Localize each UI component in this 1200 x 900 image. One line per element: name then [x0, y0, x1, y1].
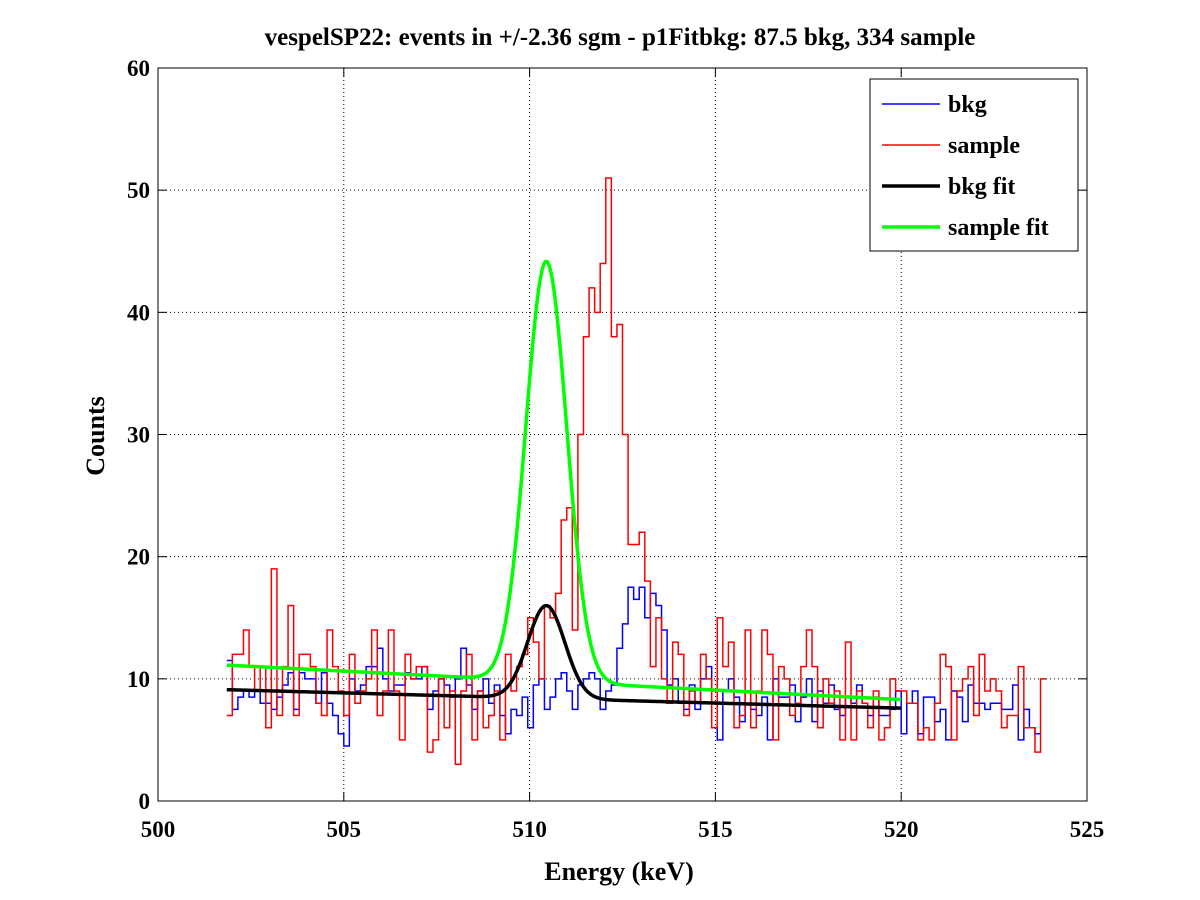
y-tick-label: 60 — [127, 56, 150, 81]
legend-box — [869, 78, 1079, 252]
x-axis-label: Energy (keV) — [544, 857, 693, 886]
x-tick-label: 515 — [698, 817, 733, 842]
series-bkg-fit-curve — [226, 603, 902, 710]
series-sample-fit-curve — [226, 259, 902, 702]
y-tick-label: 30 — [127, 423, 150, 448]
y-tick-label: 10 — [127, 667, 150, 692]
legend: bkg sample bkg fit sample fit — [869, 78, 1079, 252]
axis-ticks: 500 505 510 515 520 525 0 10 20 30 40 50 60 — [127, 56, 1104, 842]
legend-label: sample fit — [948, 215, 1049, 241]
plot-series — [226, 177, 1047, 766]
x-tick-label: 500 — [141, 817, 176, 842]
legend-label: sample — [948, 133, 1020, 159]
series-sample-histogram — [226, 177, 1047, 766]
y-tick-label: 20 — [127, 545, 150, 570]
y-axis-label: Counts — [81, 396, 110, 475]
plot-frame — [157, 67, 1088, 802]
legend-label: bkg fit — [948, 174, 1015, 200]
x-tick-label: 520 — [884, 817, 919, 842]
y-tick-label: 0 — [139, 789, 151, 814]
x-tick-label: 525 — [1070, 817, 1105, 842]
y-tick-label: 50 — [127, 178, 150, 203]
chart-title: vespelSP22: events in +/-2.36 sgm - p1Fi… — [265, 24, 976, 51]
x-tick-label: 510 — [512, 817, 547, 842]
legend-label: bkg — [948, 92, 987, 118]
x-tick-label: 505 — [327, 817, 362, 842]
y-tick-label: 40 — [127, 300, 150, 325]
